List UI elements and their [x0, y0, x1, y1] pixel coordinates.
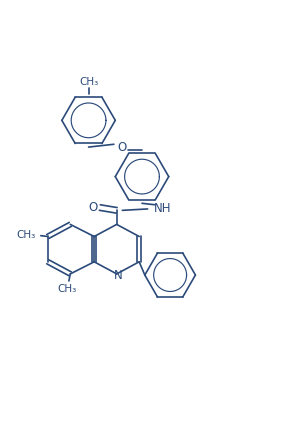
Text: N: N [114, 269, 122, 282]
Text: NH: NH [154, 202, 172, 215]
Text: O: O [118, 140, 127, 153]
Text: CH₃: CH₃ [79, 78, 98, 87]
Text: O: O [88, 201, 97, 214]
Text: CH₃: CH₃ [16, 230, 35, 240]
Text: CH₃: CH₃ [58, 284, 77, 294]
